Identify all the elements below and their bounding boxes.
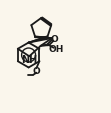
Text: O: O xyxy=(33,67,41,75)
Polygon shape xyxy=(41,45,48,46)
Text: NH: NH xyxy=(21,55,37,65)
Text: O: O xyxy=(50,35,58,44)
Polygon shape xyxy=(35,37,52,39)
Text: OH: OH xyxy=(49,45,64,54)
Polygon shape xyxy=(29,37,48,43)
